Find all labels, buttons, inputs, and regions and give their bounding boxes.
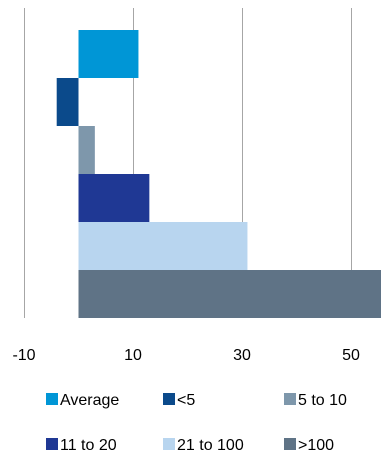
bars — [57, 30, 381, 318]
x-tick-label-2: 30 — [233, 347, 251, 364]
bar-3 — [79, 174, 150, 222]
x-axis-tick-labels: -10 10 30 50 — [12, 347, 360, 364]
bar-0 — [79, 30, 139, 78]
legend-label-0: Average — [60, 392, 119, 409]
legend-label-1: <5 — [177, 392, 195, 409]
legend-label-4: 21 to 100 — [177, 437, 244, 454]
legend: Average <5 5 to 10 11 to 20 21 to 100 >100 — [46, 392, 347, 454]
legend-swatch-3 — [46, 438, 58, 450]
legend-swatch-1 — [163, 393, 175, 405]
x-tick-label-3: 50 — [342, 347, 360, 364]
x-tick-label-0: -10 — [12, 347, 35, 364]
bar-2 — [79, 126, 95, 174]
legend-label-5: >100 — [298, 437, 334, 454]
bar-4 — [79, 222, 248, 270]
legend-label-2: 5 to 10 — [298, 392, 347, 409]
legend-label-3: 11 to 20 — [60, 437, 117, 454]
bar-1 — [57, 78, 79, 126]
legend-swatch-2 — [284, 393, 296, 405]
bar-5 — [79, 270, 381, 318]
x-tick-label-1: 10 — [124, 347, 142, 364]
legend-swatch-0 — [46, 393, 58, 405]
legend-swatch-4 — [163, 438, 175, 450]
legend-swatch-5 — [284, 438, 296, 450]
